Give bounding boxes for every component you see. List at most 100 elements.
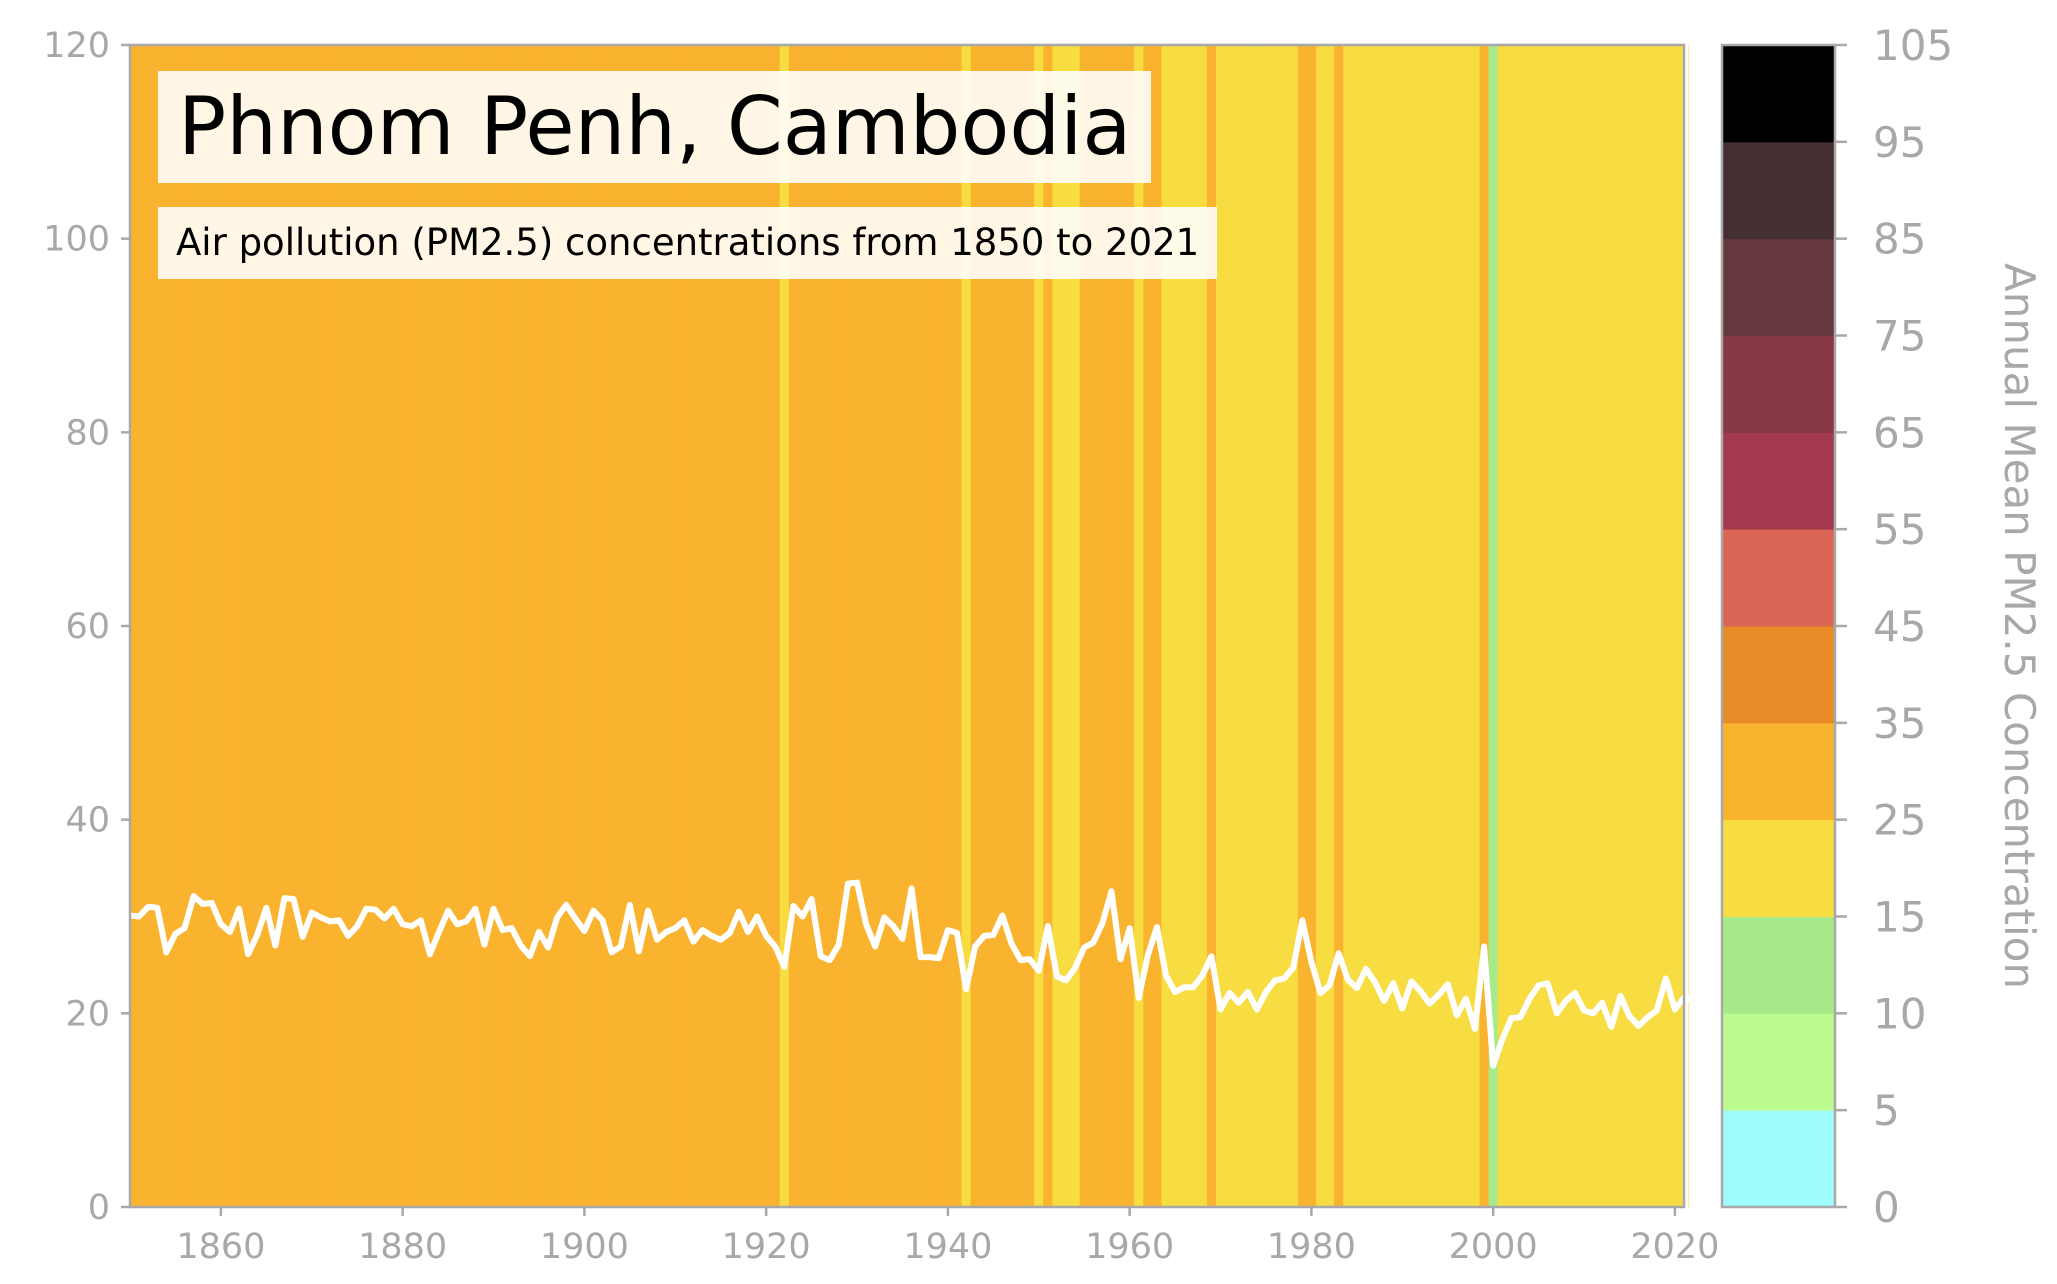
- x-tick-label: 1940: [903, 1227, 992, 1267]
- year-stripe: [1334, 45, 1344, 1207]
- year-stripe: [1116, 45, 1126, 1207]
- year-stripe: [1297, 45, 1308, 1207]
- year-stripe: [252, 45, 263, 1207]
- x-tick-label: 1880: [358, 1227, 447, 1267]
- year-stripe: [816, 45, 826, 1207]
- year-stripe: [797, 45, 808, 1207]
- year-stripe: [970, 45, 981, 1207]
- year-stripe: [170, 45, 181, 1207]
- year-stripe: [843, 45, 854, 1207]
- year-stripe: [1434, 45, 1444, 1207]
- year-stripe: [1588, 45, 1599, 1207]
- year-stripe: [216, 45, 227, 1207]
- year-stripe: [425, 45, 436, 1207]
- colorbar-tick-label: 95: [1873, 118, 1926, 167]
- y-tick-label: 100: [43, 220, 110, 260]
- colorbar-tick-label: 55: [1873, 505, 1926, 554]
- year-stripe: [552, 45, 563, 1207]
- colorbar-segment: [1722, 1110, 1835, 1208]
- year-stripe: [1425, 45, 1435, 1207]
- year-stripe: [779, 45, 790, 1207]
- year-stripe: [1206, 45, 1217, 1207]
- colorbar-segment: [1722, 916, 1835, 1014]
- year-stripe: [1570, 45, 1581, 1207]
- year-stripe: [634, 45, 645, 1207]
- colorbar-tick-label: 10: [1873, 989, 1926, 1038]
- year-stripe: [679, 45, 690, 1207]
- year-stripe: [861, 45, 872, 1207]
- year-stripe: [525, 45, 536, 1207]
- year-stripe: [897, 45, 908, 1207]
- year-stripe: [716, 45, 726, 1207]
- year-stripe: [1234, 45, 1244, 1207]
- year-stripe: [688, 45, 699, 1207]
- year-stripe: [979, 45, 990, 1207]
- year-stripe: [752, 45, 763, 1207]
- colorbar-tick-label: 35: [1873, 699, 1926, 748]
- year-stripe: [534, 45, 545, 1207]
- year-stripe: [1270, 45, 1281, 1207]
- x-tick-label: 2020: [1630, 1227, 1719, 1267]
- year-stripe: [1352, 45, 1362, 1207]
- year-stripe: [379, 45, 390, 1207]
- year-stripe: [734, 45, 745, 1207]
- year-stripe: [479, 45, 490, 1207]
- y-axis-ticks: 0 20 40 60 80 100 120: [43, 26, 130, 1228]
- year-stripe: [1388, 45, 1399, 1207]
- colorbar-label: Annual Mean PM2.5 Concentration: [1995, 263, 2044, 989]
- year-stripe: [1579, 45, 1590, 1207]
- year-stripe: [189, 45, 199, 1207]
- year-stripe: [943, 45, 954, 1207]
- x-tick-label: 2000: [1449, 1227, 1538, 1267]
- year-stripe: [1288, 45, 1299, 1207]
- year-stripe: [289, 45, 299, 1207]
- colorbar-tick-label: 105: [1873, 21, 1953, 70]
- colorbar-segment: [1722, 819, 1835, 917]
- year-stripe: [1497, 45, 1508, 1207]
- y-tick-label: 80: [65, 413, 110, 453]
- year-stripe: [1543, 45, 1553, 1207]
- year-stripe: [643, 45, 654, 1207]
- year-stripe: [788, 45, 799, 1207]
- year-stripe: [652, 45, 663, 1207]
- year-stripe: [1315, 45, 1326, 1207]
- year-stripe: [1088, 45, 1099, 1207]
- year-stripe: [516, 45, 526, 1207]
- year-stripe: [1370, 45, 1381, 1207]
- year-stripe: [661, 45, 672, 1207]
- year-stripe: [1634, 45, 1644, 1207]
- year-stripe: [1261, 45, 1272, 1207]
- year-stripe: [1597, 45, 1608, 1207]
- year-stripe: [179, 45, 190, 1207]
- year-stripe: [1197, 45, 1208, 1207]
- year-stripe: [325, 45, 336, 1207]
- year-stripe: [243, 45, 254, 1207]
- year-stripe: [1452, 45, 1462, 1207]
- year-stripe: [952, 45, 963, 1207]
- year-stripe: [1161, 45, 1172, 1207]
- year-stripe: [1679, 45, 1685, 1207]
- x-tick-label: 1960: [1085, 1227, 1174, 1267]
- year-stripe: [761, 45, 772, 1207]
- colorbar-segment: [1722, 45, 1835, 143]
- year-stripe: [1479, 45, 1490, 1207]
- year-stripe: [870, 45, 881, 1207]
- y-tick-label: 20: [65, 994, 110, 1034]
- year-stripe: [1106, 45, 1117, 1207]
- year-stripe: [470, 45, 481, 1207]
- year-stripe: [1506, 45, 1517, 1207]
- year-stripe: [725, 45, 735, 1207]
- year-stripe: [1470, 45, 1481, 1207]
- year-stripe: [1025, 45, 1035, 1207]
- colorbar-segment: [1722, 722, 1835, 821]
- year-stripe: [807, 45, 817, 1207]
- year-stripe: [907, 45, 917, 1207]
- x-tick-label: 1900: [540, 1227, 629, 1267]
- year-stripe: [616, 45, 626, 1207]
- x-tick-label: 1980: [1267, 1227, 1356, 1267]
- year-stripe: [361, 45, 372, 1207]
- year-stripe: [334, 45, 345, 1207]
- year-stripe: [1070, 45, 1081, 1207]
- year-stripe: [1534, 45, 1544, 1207]
- year-stripe: [198, 45, 208, 1207]
